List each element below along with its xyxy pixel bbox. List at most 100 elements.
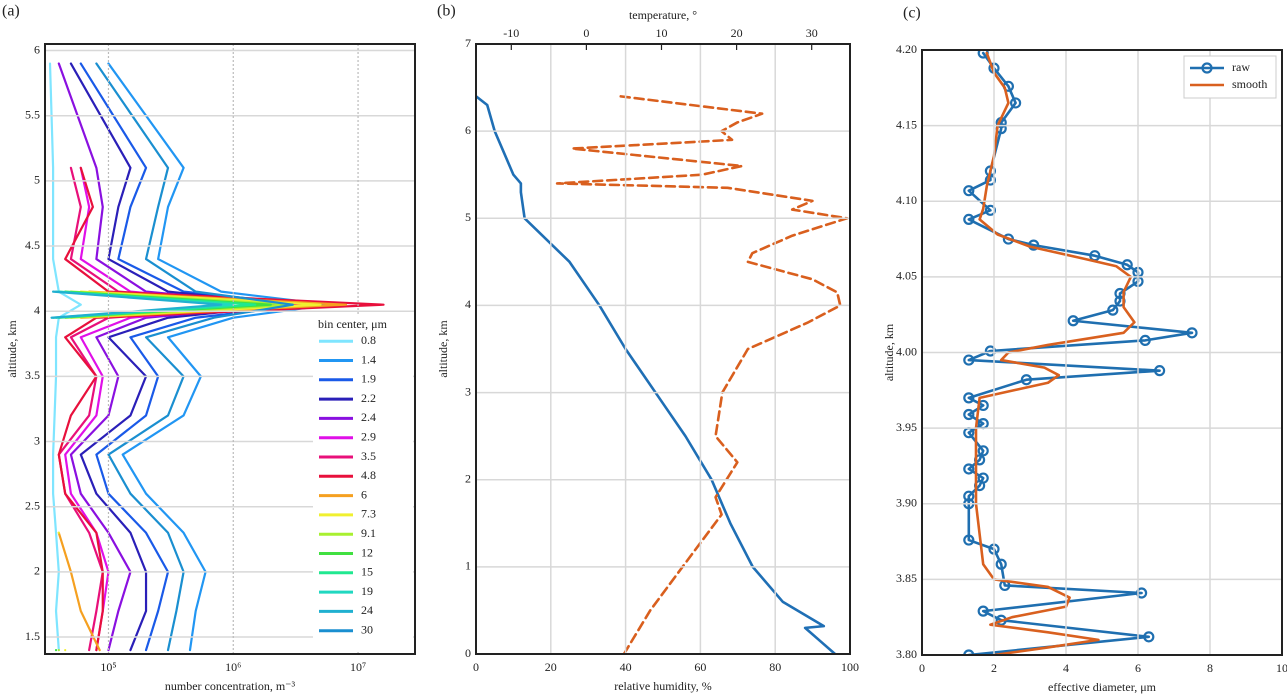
data-point <box>1067 315 1079 327</box>
x-tick-label: 10⁶ <box>225 660 241 674</box>
x-tick-label: 20 <box>545 660 557 674</box>
panel-label: (a) <box>2 3 20 20</box>
y-tick-label: 3.95 <box>896 420 917 434</box>
legend-label: 7.3 <box>361 507 376 521</box>
series-line <box>57 166 303 652</box>
y-tick-label: 4.00 <box>896 344 917 358</box>
y-tick-label: 5 <box>34 173 40 187</box>
y-tick-label: 4.10 <box>896 193 917 207</box>
data-point <box>977 605 989 617</box>
y-tick-label: 7 <box>465 36 471 50</box>
legend-label: 6 <box>361 487 367 501</box>
x-tick-label: 100 <box>841 660 859 674</box>
data-point <box>963 408 975 421</box>
data-point <box>1121 259 1133 271</box>
data-point <box>963 463 975 475</box>
panel-label: (b) <box>437 3 456 20</box>
series-line <box>974 51 1136 655</box>
data-point <box>963 490 975 502</box>
x2-tick-label: 20 <box>731 26 743 40</box>
data-point <box>963 392 975 404</box>
y-tick-label: 3.80 <box>896 647 917 661</box>
y-tick-label: 3.90 <box>896 496 917 510</box>
x-tick-label: 8 <box>1207 661 1213 675</box>
legend-box <box>1183 55 1277 99</box>
series-line <box>64 166 272 652</box>
x2-tick-label: 0 <box>583 26 589 40</box>
x-tick-label: 40 <box>620 660 632 674</box>
data-point <box>1009 97 1022 109</box>
x-tick-label: 6 <box>1135 661 1141 675</box>
x-tick-label: 10 <box>1276 661 1287 675</box>
panel-label: (c) <box>903 5 921 22</box>
legend-label: 1.4 <box>361 352 376 366</box>
y-tick-label: 2.5 <box>25 498 40 512</box>
data-point <box>1135 587 1148 599</box>
legend-label: 19 <box>361 584 373 598</box>
y-tick-label: 6 <box>465 123 471 137</box>
legend-label: smooth <box>1232 77 1267 91</box>
y-tick-label: 0 <box>465 646 471 660</box>
data-point <box>963 354 975 366</box>
y-tick-label: 3.5 <box>25 368 40 382</box>
data-point <box>977 445 989 457</box>
data-point <box>1107 304 1119 316</box>
y-tick-label: 4 <box>465 297 471 311</box>
x-axis-label: number concentration, m⁻³ <box>165 679 296 693</box>
legend-label: 24 <box>361 603 373 617</box>
y-tick-label: 2 <box>465 471 471 485</box>
x-tick-label: 2 <box>991 661 997 675</box>
legend-label: 30 <box>361 622 373 636</box>
y-tick-label: 3 <box>465 384 471 398</box>
axes-frame <box>475 43 851 655</box>
series-line <box>57 62 285 652</box>
axes-frame <box>921 49 1283 656</box>
x2-tick-label: -10 <box>503 26 519 40</box>
data-point <box>1139 334 1151 346</box>
y-tick-label: 4.20 <box>896 42 917 56</box>
series-line <box>79 62 310 652</box>
x2-axis-label: temperature, ° <box>629 8 697 22</box>
legend-label: 9.1 <box>361 526 376 540</box>
legend-label: 15 <box>361 565 373 579</box>
y-axis-label: altitude, km <box>436 320 450 378</box>
data-point <box>1143 631 1155 643</box>
x-tick-label: 10⁵ <box>100 660 116 674</box>
legend-label: 3.5 <box>361 449 376 463</box>
data-point <box>1153 365 1166 377</box>
data-point <box>1186 327 1198 339</box>
y-axis-label: altitude, km <box>5 320 19 378</box>
legend-title: bin center, μm <box>318 317 388 331</box>
legend-label: 1.9 <box>361 372 376 386</box>
x-tick-label: 4 <box>1063 661 1069 675</box>
series-line <box>107 62 332 652</box>
series-line <box>555 94 849 654</box>
legend-marker <box>1201 62 1213 74</box>
y-tick-label: 1 <box>465 559 471 573</box>
x-tick-label: 0 <box>473 660 479 674</box>
y-tick-label: 3.85 <box>896 571 917 585</box>
legend-label: 4.8 <box>361 468 376 482</box>
legend-label: 12 <box>361 545 373 559</box>
data-point <box>963 213 975 225</box>
series-line <box>69 62 294 652</box>
y-axis-label: altitude, km <box>882 323 896 381</box>
y-tick-label: 5 <box>465 210 471 224</box>
x-axis-label: effective diameter, μm <box>1048 680 1157 694</box>
x2-tick-label: 30 <box>806 26 818 40</box>
series-line <box>95 62 294 652</box>
data-point <box>963 534 975 546</box>
data-point <box>963 649 975 655</box>
legend-label: raw <box>1232 60 1250 74</box>
y-tick-label: 4 <box>34 303 40 317</box>
legend-label: 2.9 <box>361 429 376 443</box>
axes-frame <box>44 43 416 655</box>
series-line <box>48 62 82 652</box>
y-tick-label: 4.5 <box>25 238 40 252</box>
x-tick-label: 60 <box>694 660 706 674</box>
legend-box <box>313 315 413 650</box>
data-point <box>984 204 997 216</box>
legend-label: 0.8 <box>361 333 376 347</box>
x-tick-label: 10⁷ <box>350 660 366 674</box>
y-tick-label: 1.5 <box>25 629 40 643</box>
